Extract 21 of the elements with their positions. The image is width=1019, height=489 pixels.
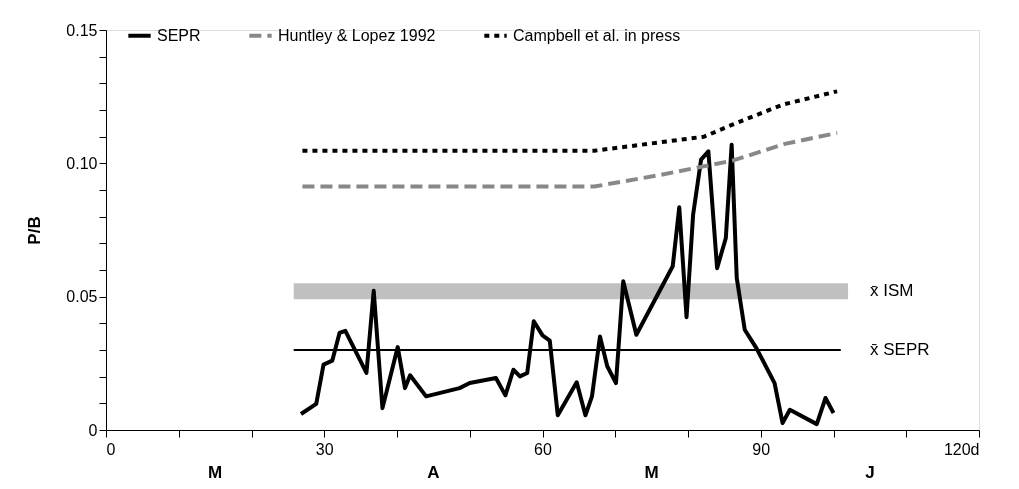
text: M	[208, 463, 223, 482]
band-label: x̄ ISM	[870, 281, 914, 301]
legend-label: SEPR	[157, 26, 201, 44]
y-tick-label: 0.10	[66, 154, 98, 172]
text: A	[427, 463, 440, 482]
text: M	[644, 463, 659, 482]
x-tick-label: 90	[752, 440, 771, 458]
y-tick-label: 0.05	[66, 288, 98, 306]
x-tick-label: 30	[315, 440, 334, 458]
x-tick-label: 0	[106, 440, 116, 458]
x-tick-label: 120d	[943, 440, 980, 458]
y-axis-title: P/B	[25, 216, 45, 245]
legend-label: Campbell et al. in press	[513, 26, 681, 44]
line-series	[300, 130, 840, 189]
ref-line-label: x̄ SEPR	[870, 340, 930, 359]
y-tick-label: 0.15	[66, 21, 98, 39]
legend-label: Huntley & Lopez 1992	[278, 26, 436, 44]
x-tick-label: 60	[534, 440, 552, 458]
y-tick-label: 0	[88, 421, 98, 439]
line-series	[300, 89, 840, 153]
text: J	[865, 463, 875, 482]
